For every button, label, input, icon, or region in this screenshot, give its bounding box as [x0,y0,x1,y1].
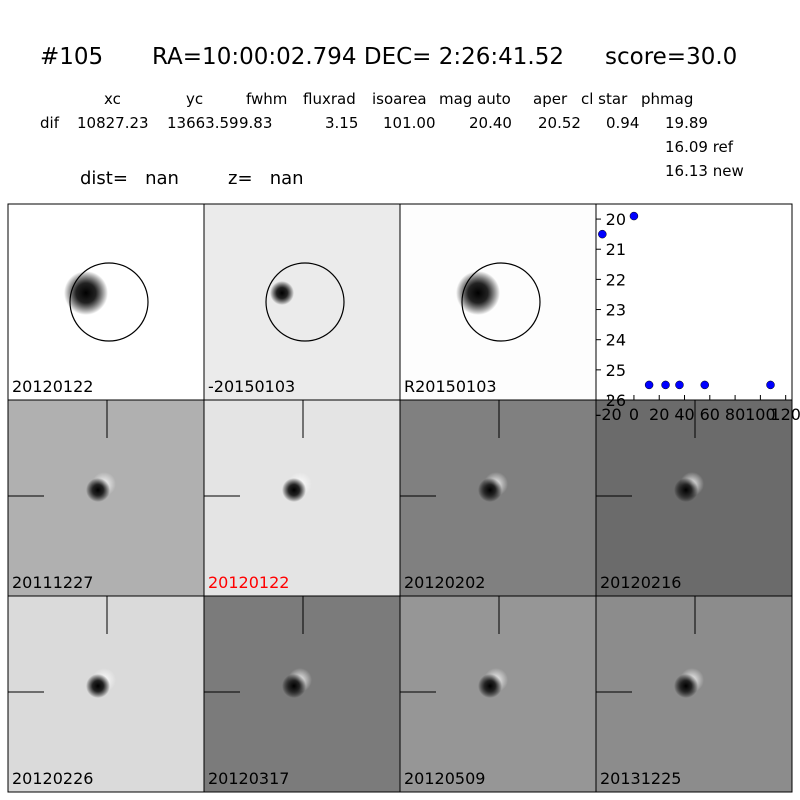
table-cell: 9.83 [239,114,272,132]
column-header: isoarea [372,90,427,108]
x-tick-label: 120 [770,405,800,424]
phmag-note: 16.09 ref [665,138,734,156]
column-header: fluxrad [303,90,356,108]
y-tick-label: 22 [606,270,626,289]
aperture [69,262,149,342]
x-tick-label: 80 [725,405,745,424]
table-cell: 101.00 [383,114,436,132]
blob [86,478,110,502]
table-cell: 10827.23 [77,114,149,132]
point [700,380,709,390]
point [675,380,684,390]
y-tick-label: 20 [606,210,626,229]
plot-area [595,203,793,401]
thumbnail [203,203,401,401]
blob [282,674,306,698]
column-header: cl star [581,90,628,108]
column-header: yc [186,90,203,108]
panel-label: 20120317 [208,769,289,788]
blob [478,674,502,698]
table-cell: 0.94 [606,114,639,132]
y-tick-label: 23 [606,301,626,320]
point [598,229,607,239]
column-header: mag auto [439,90,511,108]
y-tick-label: 24 [606,331,626,350]
phmag-note: 16.13 new [665,162,744,180]
panel-label: 20111227 [12,573,93,592]
table-cell: 20.52 [538,114,581,132]
table-cell: 19.89 [665,114,708,132]
blob [86,674,110,698]
aperture [461,262,541,342]
panel-label: 20120202 [404,573,485,592]
point [644,380,654,390]
column-header: phmag [641,90,693,108]
aperture [265,262,345,342]
y-tick-label: 21 [606,240,626,259]
blob [674,674,698,698]
panel-label: 20120226 [12,769,93,788]
point [661,380,670,390]
table-cell: 20.40 [469,114,512,132]
blob [270,281,294,305]
panel-label: R20150103 [404,377,497,396]
blob [478,478,502,502]
panel-label: 20120509 [404,769,485,788]
column-header: aper [533,90,568,108]
panel-label: 20120216 [600,573,681,592]
panel-label: -20150103 [208,377,295,396]
column-header: xc [104,90,121,108]
x-tick-label: 40 [674,405,694,424]
coordinates: RA=10:00:02.794 DEC= 2:26:41.52 [152,44,564,70]
blob [282,478,306,502]
score: score=30.0 [605,44,737,70]
x-tick-label: 60 [700,405,720,424]
x-tick-label: 20 [649,405,669,424]
point [766,380,775,390]
table-cell: dif [40,114,60,132]
table-cell: 13663.59 [167,114,239,132]
point [629,211,639,221]
panel-label: 20131225 [600,769,681,788]
x-tick-label: -20 [596,405,622,424]
table-cell: 3.15 [325,114,358,132]
column-header: fwhm [246,90,287,108]
panel-label: 20120122 [12,377,93,396]
x-tick-label: 0 [629,405,639,424]
redshift: z= nan [228,168,304,189]
blob [674,478,698,502]
y-tick-label: 26 [606,391,626,410]
object-id: #105 [40,44,103,70]
dist: dist= nan [80,168,179,189]
y-tick-label: 25 [606,361,626,380]
x-tick-label: 100 [745,405,776,424]
panel-label: 20120122 [208,573,289,592]
